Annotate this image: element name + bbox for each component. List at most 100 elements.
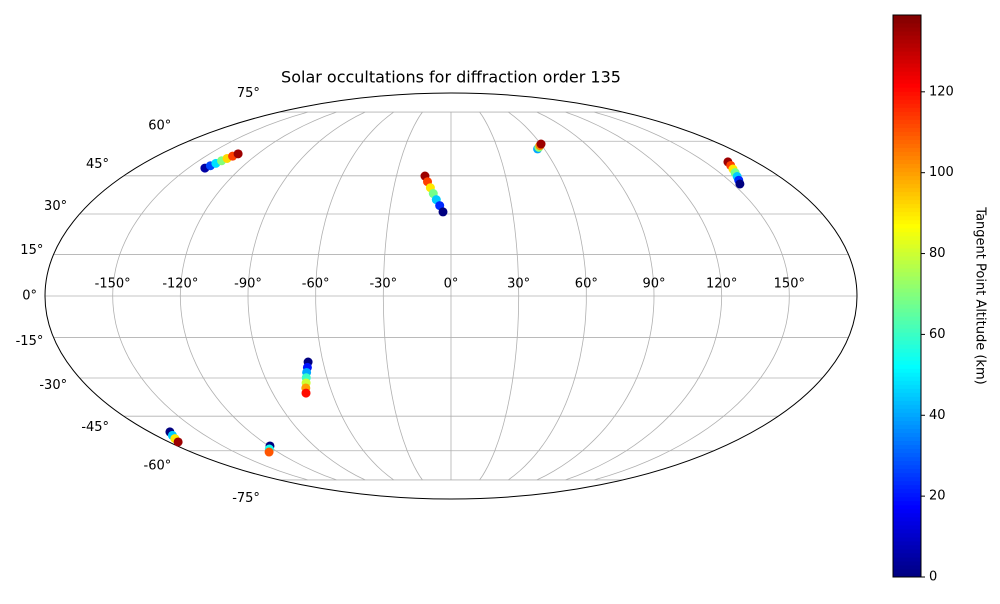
colorbar-segment xyxy=(893,263,921,269)
colorbar-segment xyxy=(893,247,921,253)
data-point xyxy=(301,388,311,398)
colorbar-segment xyxy=(893,179,921,185)
y-tick-label: 15° xyxy=(20,243,43,258)
map-boundary xyxy=(44,92,858,500)
colorbar-segment xyxy=(893,223,921,229)
colorbar-tick-label: 60 xyxy=(929,327,946,342)
colorbar-segment xyxy=(893,239,921,245)
x-tick-label: 0° xyxy=(444,277,459,292)
colorbar-segment xyxy=(893,572,921,578)
colorbar-tick-label: 0 xyxy=(929,570,937,585)
colorbar-segment xyxy=(893,376,921,381)
colorbar-tick-label: 40 xyxy=(929,408,946,423)
colorbar-segment xyxy=(893,512,921,518)
grid-line xyxy=(508,111,587,481)
colorbar-segment xyxy=(893,396,921,401)
grid-line xyxy=(479,111,520,481)
colorbar-segment xyxy=(893,380,921,385)
colorbar-segment xyxy=(893,340,921,345)
colorbar-segment xyxy=(893,159,921,165)
data-point xyxy=(264,447,274,457)
colorbar-segment xyxy=(893,332,921,337)
grid-line xyxy=(565,111,723,481)
y-tick-label: -30° xyxy=(39,378,67,393)
colorbar-segment xyxy=(893,360,921,365)
colorbar-segment xyxy=(893,219,921,225)
colorbar-segment xyxy=(893,412,921,417)
colorbar-segment xyxy=(893,243,921,249)
colorbar-segment xyxy=(893,392,921,397)
x-tick-label: -150° xyxy=(95,277,131,292)
colorbar-segment xyxy=(893,408,921,413)
colorbar-segment xyxy=(893,83,921,88)
colorbar-segment xyxy=(893,480,921,486)
colorbar-segment xyxy=(893,59,921,64)
colorbar-segment xyxy=(893,67,921,72)
colorbar-segment xyxy=(893,432,921,437)
colorbar-segment xyxy=(893,388,921,393)
colorbar-segment xyxy=(893,127,921,132)
colorbar-segment xyxy=(893,215,921,221)
colorbar-segment xyxy=(893,400,921,405)
colorbar-segment xyxy=(893,384,921,389)
colorbar-segment xyxy=(893,87,921,92)
colorbar-segment xyxy=(893,472,921,478)
colorbar-segment xyxy=(893,147,921,152)
colorbar-segment xyxy=(893,211,921,217)
colorbar-segment xyxy=(893,504,921,510)
colorbar-segment xyxy=(893,420,921,425)
colorbar-segment xyxy=(893,151,921,156)
colorbar-segment xyxy=(893,187,921,193)
grid-line xyxy=(382,111,423,481)
y-tick-label: -75° xyxy=(232,491,260,506)
y-tick-label: 0° xyxy=(22,289,37,304)
colorbar-segment xyxy=(893,520,921,526)
colorbar-segment xyxy=(893,171,921,177)
colorbar-segment xyxy=(893,308,921,313)
colorbar-segment xyxy=(893,540,921,546)
data-point xyxy=(438,207,448,217)
colorbar-segment xyxy=(893,27,921,32)
colorbar-segment xyxy=(893,143,921,148)
colorbar-segment xyxy=(893,344,921,349)
colorbar-segment xyxy=(893,484,921,490)
colorbar-segment xyxy=(893,464,921,470)
colorbar-segment xyxy=(893,552,921,558)
colorbar-segment xyxy=(893,39,921,44)
x-tick-label: -30° xyxy=(369,277,397,292)
colorbar-segment xyxy=(893,428,921,433)
x-tick-label: 30° xyxy=(507,277,530,292)
colorbar-segment xyxy=(893,448,921,454)
colorbar-segment xyxy=(893,444,921,450)
colorbar-segment xyxy=(893,71,921,76)
colorbar-segment xyxy=(893,123,921,128)
x-tick-label: 150° xyxy=(774,277,805,292)
colorbar-segment xyxy=(893,336,921,341)
colorbar-segment xyxy=(893,279,921,285)
data-point xyxy=(536,139,546,149)
colorbar-segment xyxy=(893,560,921,566)
colorbar-segment xyxy=(893,103,921,108)
x-tick-label: 120° xyxy=(706,277,737,292)
colorbar-label: Tangent Point Altitude (km) xyxy=(973,206,988,384)
colorbar-segment xyxy=(893,304,921,309)
colorbar-segment xyxy=(893,364,921,369)
colorbar-segment xyxy=(893,203,921,209)
colorbar-segment xyxy=(893,47,921,52)
colorbar-segment xyxy=(893,255,921,261)
colorbar-segment xyxy=(893,99,921,104)
colorbar-segment xyxy=(893,316,921,321)
colorbar-segment xyxy=(893,227,921,233)
data-point xyxy=(735,179,745,189)
grid-line xyxy=(179,111,337,481)
y-tick-label: 30° xyxy=(44,199,67,214)
colorbar-segment xyxy=(893,536,921,542)
colorbar-segment xyxy=(893,155,921,161)
x-tick-label: -60° xyxy=(302,277,330,292)
data-point xyxy=(233,149,243,159)
colorbar-segment xyxy=(893,312,921,317)
colorbar-segment xyxy=(893,271,921,277)
colorbar-segment xyxy=(893,460,921,466)
colorbar-segment xyxy=(893,404,921,409)
colorbar-segment xyxy=(893,496,921,502)
